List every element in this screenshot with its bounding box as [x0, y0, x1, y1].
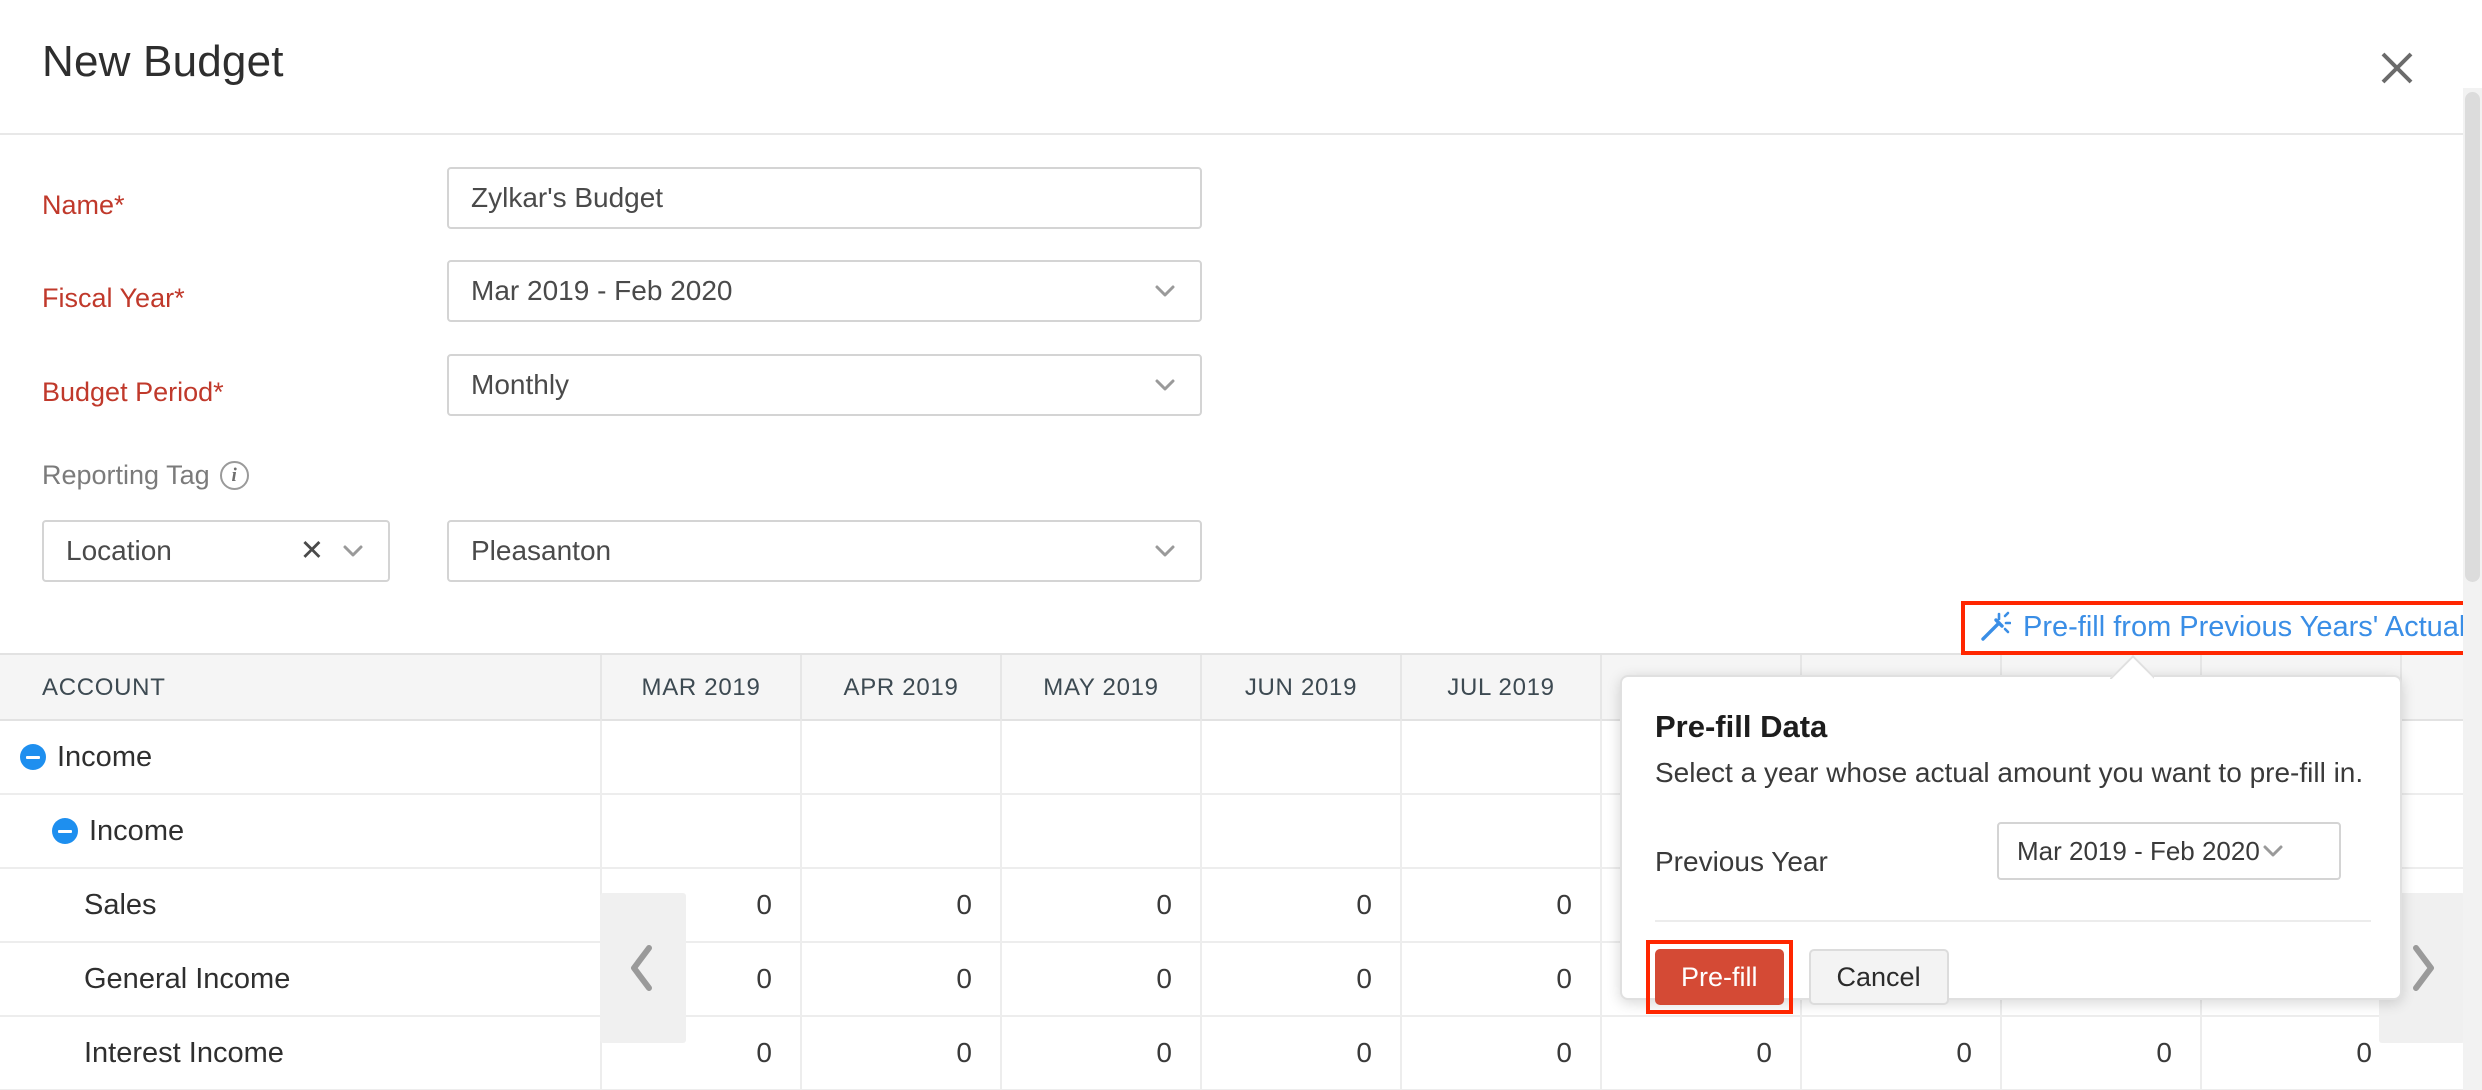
scroll-left-button[interactable]	[600, 893, 686, 1043]
budget-amount-cell[interactable]: 0	[1000, 1017, 1200, 1089]
account-cell: Sales	[0, 869, 600, 941]
budget-amount-cell[interactable]: 0	[2000, 1017, 2200, 1089]
budget-amount-cell[interactable]: 0	[600, 1017, 800, 1089]
account-name: General Income	[84, 962, 291, 995]
account-cell: General Income	[0, 943, 600, 1015]
budget-amount-cell[interactable]	[1600, 869, 1800, 941]
budget-amount-cell[interactable]	[1600, 943, 1800, 1015]
close-icon[interactable]	[2369, 40, 2425, 96]
budget-amount-cell[interactable]: 0	[1200, 943, 1400, 1015]
column-header-month: JUL 2019	[1400, 655, 1600, 721]
table-body: Income Income Sales 0 0 0 0 0 General Income 0 0 0 0…	[0, 721, 2465, 1090]
fiscal-year-label: Fiscal Year*	[42, 283, 185, 313]
account-name: Income	[89, 814, 185, 847]
popup-pointer-arrow	[2110, 655, 2154, 679]
name-input[interactable]: Zylkar's Budget	[447, 167, 1202, 229]
budget-amount-cell[interactable]	[1000, 795, 1200, 867]
column-header-month: MAY 2019	[1000, 655, 1200, 721]
popup-divider	[1655, 920, 2371, 922]
budget-amount-cell[interactable]: 0	[1400, 869, 1600, 941]
account-cell: Income	[0, 721, 600, 793]
reporting-tag-value: Location	[66, 535, 172, 566]
page-title: New Budget	[42, 37, 284, 86]
prefill-button[interactable]: Pre-fill	[1655, 949, 1784, 1005]
account-name: Sales	[84, 888, 157, 921]
budget-amount-cell[interactable]: 0	[1600, 1017, 1800, 1089]
reporting-tag-option-value: Pleasanton	[471, 535, 612, 566]
chevron-down-icon	[1152, 538, 1178, 564]
prefill-link-label: Pre-fill from Previous Years' Actuals	[2023, 610, 2480, 643]
prefill-data-popup: Pre-fill Data Select a year whose actual…	[1620, 675, 2402, 1014]
reporting-tag-option-select[interactable]: Pleasanton	[447, 520, 1202, 582]
fiscal-year-value: Mar 2019 - Feb 2020	[471, 275, 733, 306]
budget-amount-cell[interactable]: 0	[800, 943, 1000, 1015]
budget-amount-cell[interactable]	[1200, 795, 1400, 867]
budget-amount-cell[interactable]: 0	[1800, 1017, 2000, 1089]
close-x-icon[interactable]: ✕	[299, 534, 324, 567]
budget-amount-cell[interactable]: 0	[1000, 869, 1200, 941]
account-cell: Interest Income	[0, 1017, 600, 1089]
popup-description: Select a year whose actual amount you wa…	[1655, 757, 2364, 788]
budget-amount-cell[interactable]	[800, 721, 1000, 793]
budget-period-select[interactable]: Monthly	[447, 354, 1202, 416]
budget-period-label: Budget Period*	[42, 377, 224, 407]
column-header-month: MAR 2019	[600, 655, 800, 721]
reporting-tag-label: Reporting Tag i	[42, 460, 249, 491]
column-header-month: APR 2019	[800, 655, 1000, 721]
budget-amount-cell[interactable]: 0	[1400, 1017, 1600, 1089]
budget-amount-cell[interactable]: 0	[800, 1017, 1000, 1089]
budget-period-value: Monthly	[471, 369, 570, 400]
account-cell: Income	[0, 795, 600, 867]
popup-actions: Pre-fill Cancel	[1646, 940, 1949, 1014]
previous-year-value: Mar 2019 - Feb 2020	[2017, 835, 2260, 866]
table-row: Interest Income 0 0 0 0 0 0 0 0 0	[0, 1017, 2465, 1090]
vertical-scrollbar-thumb[interactable]	[2465, 92, 2480, 582]
previous-year-select[interactable]: Mar 2019 - Feb 2020	[1997, 822, 2341, 880]
collapse-toggle-icon[interactable]	[52, 818, 78, 844]
name-input-value: Zylkar's Budget	[471, 182, 664, 213]
budget-amount-cell[interactable]: 0	[1200, 1017, 1400, 1089]
info-icon[interactable]: i	[219, 461, 249, 490]
table-row: General Income 0 0 0 0 0	[0, 943, 2465, 1017]
account-name: Income	[57, 740, 153, 773]
account-name: Interest Income	[84, 1036, 284, 1069]
chevron-down-icon	[340, 538, 366, 564]
collapse-toggle-icon[interactable]	[20, 744, 46, 770]
budget-amount-cell[interactable]	[1000, 721, 1200, 793]
budget-form: Name* Zylkar's Budget Fiscal Year* Mar 2…	[0, 135, 2465, 653]
budget-amount-cell[interactable]	[1400, 795, 1600, 867]
column-header-month: DEC	[2400, 655, 2465, 721]
budget-amount-cell[interactable]	[600, 721, 800, 793]
budget-amount-cell[interactable]: 0	[800, 869, 1000, 941]
column-header-month: JUN 2019	[1200, 655, 1400, 721]
prefill-from-previous-years-link[interactable]: Pre-fill from Previous Years' Actuals	[1961, 601, 2482, 655]
budget-amount-cell[interactable]	[800, 795, 1000, 867]
name-label: Name*	[42, 190, 125, 220]
popup-title: Pre-fill Data	[1655, 709, 1828, 744]
chevron-down-icon	[2260, 838, 2286, 864]
budget-amount-cell[interactable]	[1400, 721, 1600, 793]
prefill-button-highlight: Pre-fill	[1646, 940, 1793, 1014]
column-header-account: ACCOUNT	[42, 674, 166, 701]
budget-amount-cell[interactable]	[1600, 795, 1800, 867]
budget-amount-cell[interactable]: 0	[1200, 869, 1400, 941]
table-row: Sales 0 0 0 0 0	[0, 869, 2465, 943]
budget-amount-cell[interactable]	[1600, 721, 1800, 793]
cancel-button[interactable]: Cancel	[1808, 949, 1949, 1005]
budget-amount-cell[interactable]	[1200, 721, 1400, 793]
budget-amount-cell[interactable]: 0	[1000, 943, 1200, 1015]
reporting-tag-label-text: Reporting Tag	[42, 460, 210, 490]
chevron-down-icon	[1152, 372, 1178, 398]
modal-header: New Budget	[0, 0, 2465, 135]
budget-amount-cell[interactable]: 0	[2200, 1017, 2400, 1089]
chevron-down-icon	[1152, 278, 1178, 304]
magic-wand-icon	[1977, 610, 2012, 644]
budget-amount-cell[interactable]	[600, 795, 800, 867]
fiscal-year-select[interactable]: Mar 2019 - Feb 2020	[447, 260, 1202, 322]
previous-year-label: Previous Year	[1655, 846, 1828, 877]
reporting-tag-select[interactable]: Location ✕	[42, 520, 390, 582]
budget-amount-cell[interactable]: 0	[1400, 943, 1600, 1015]
